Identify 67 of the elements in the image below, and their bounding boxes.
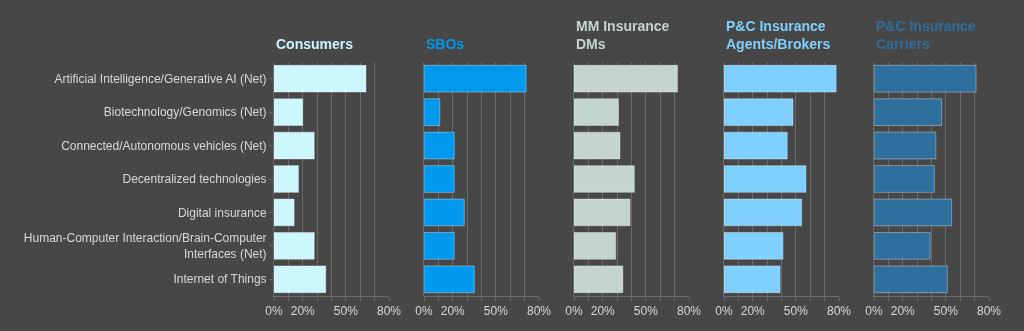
x-tick-label: 0% xyxy=(865,304,883,319)
bar xyxy=(424,98,441,127)
bar xyxy=(874,265,948,294)
bar xyxy=(724,198,803,227)
y-tick-label: Biotechnology/Genomics (Net) xyxy=(103,105,267,120)
bar xyxy=(424,165,455,193)
bar xyxy=(724,98,794,127)
bar xyxy=(574,131,621,160)
y-tick-label: Digital insurance xyxy=(177,205,267,220)
bar xyxy=(574,265,624,294)
bar xyxy=(274,231,315,260)
bar xyxy=(424,231,455,260)
bar xyxy=(874,98,943,127)
bar xyxy=(424,64,527,93)
bar xyxy=(274,64,367,93)
bar xyxy=(274,98,304,127)
bar xyxy=(424,131,455,160)
bar xyxy=(574,98,620,127)
bar xyxy=(724,265,781,294)
y-tick-label: Connected/Autonomous vehicles (Net) xyxy=(61,138,267,153)
x-tick-label: 50% xyxy=(783,304,809,319)
bar xyxy=(574,231,617,260)
y-tick-label: Decentralized technologies xyxy=(122,172,267,187)
bar xyxy=(274,265,327,294)
x-tick-label: 80% xyxy=(976,304,1002,319)
chart-title: P&C Insurance Agents/Brokers xyxy=(726,18,831,53)
x-tick-label: 80% xyxy=(826,304,852,319)
x-tick-label: 80% xyxy=(676,304,702,319)
chart-title: SBOs xyxy=(426,36,465,52)
bar xyxy=(574,165,635,193)
chart-title: P&C Insurance Carriers xyxy=(876,18,976,53)
bar xyxy=(874,165,935,193)
bar xyxy=(574,198,631,227)
bar xyxy=(874,131,937,160)
bar xyxy=(424,198,465,227)
y-tick-label: Human-Computer Interaction/Brain-Computer Interfaces (Net) xyxy=(23,231,267,261)
bar xyxy=(874,64,977,93)
x-tick-label: 50% xyxy=(483,304,509,319)
bar xyxy=(274,131,315,160)
x-tick-label: 0% xyxy=(265,304,283,319)
x-tick-label: 50% xyxy=(333,304,359,319)
bar xyxy=(874,198,953,227)
x-tick-label: 20% xyxy=(440,304,466,319)
bar xyxy=(874,231,931,260)
x-tick-label: 20% xyxy=(590,304,616,319)
bar xyxy=(724,131,788,160)
chart-title: MM Insurance DMs xyxy=(576,18,670,53)
bar xyxy=(274,165,299,193)
bar xyxy=(574,64,678,93)
bar xyxy=(724,231,784,260)
x-tick-label: 0% xyxy=(715,304,733,319)
x-tick-label: 0% xyxy=(565,304,583,319)
x-tick-label: 80% xyxy=(376,304,402,319)
x-tick-label: 20% xyxy=(740,304,766,319)
bar xyxy=(274,198,295,227)
x-tick-label: 20% xyxy=(890,304,916,319)
y-tick-label: Internet of Things xyxy=(173,272,267,287)
x-tick-label: 50% xyxy=(933,304,959,319)
bar xyxy=(424,265,475,294)
x-tick-label: 50% xyxy=(633,304,659,319)
x-tick-label: 80% xyxy=(526,304,552,319)
bar xyxy=(724,64,837,93)
y-tick-label: Artificial Intelligence/Generative AI (Net) xyxy=(54,71,267,86)
x-tick-label: 0% xyxy=(415,304,433,319)
chart-title: Consumers xyxy=(276,36,354,52)
bar xyxy=(724,165,807,193)
x-tick-label: 20% xyxy=(290,304,316,319)
